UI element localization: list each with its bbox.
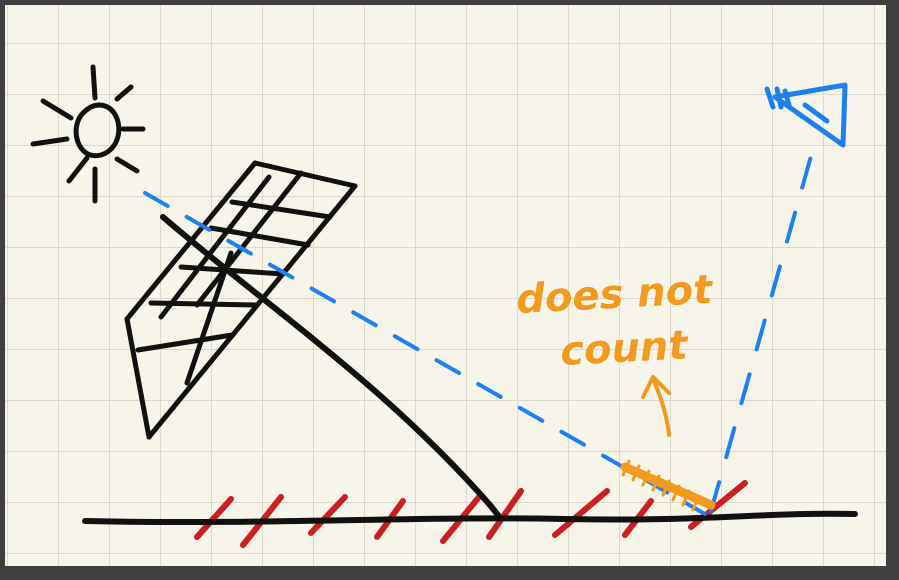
solar-panel-icon: [124, 160, 358, 440]
incident-light-ray: [143, 191, 707, 516]
ground-line: [82, 510, 858, 526]
reflected-light-ray: [709, 133, 819, 513]
eye-icon: [764, 82, 848, 148]
annotation-line-2: count: [559, 322, 690, 375]
excluded-segment-marker: [620, 375, 716, 512]
sketch-canvas: does not count: [5, 5, 886, 566]
annotation-line-1: does not: [515, 267, 715, 323]
sun-icon: [30, 64, 146, 204]
solar-reflection-diagram: does not count: [30, 64, 858, 548]
